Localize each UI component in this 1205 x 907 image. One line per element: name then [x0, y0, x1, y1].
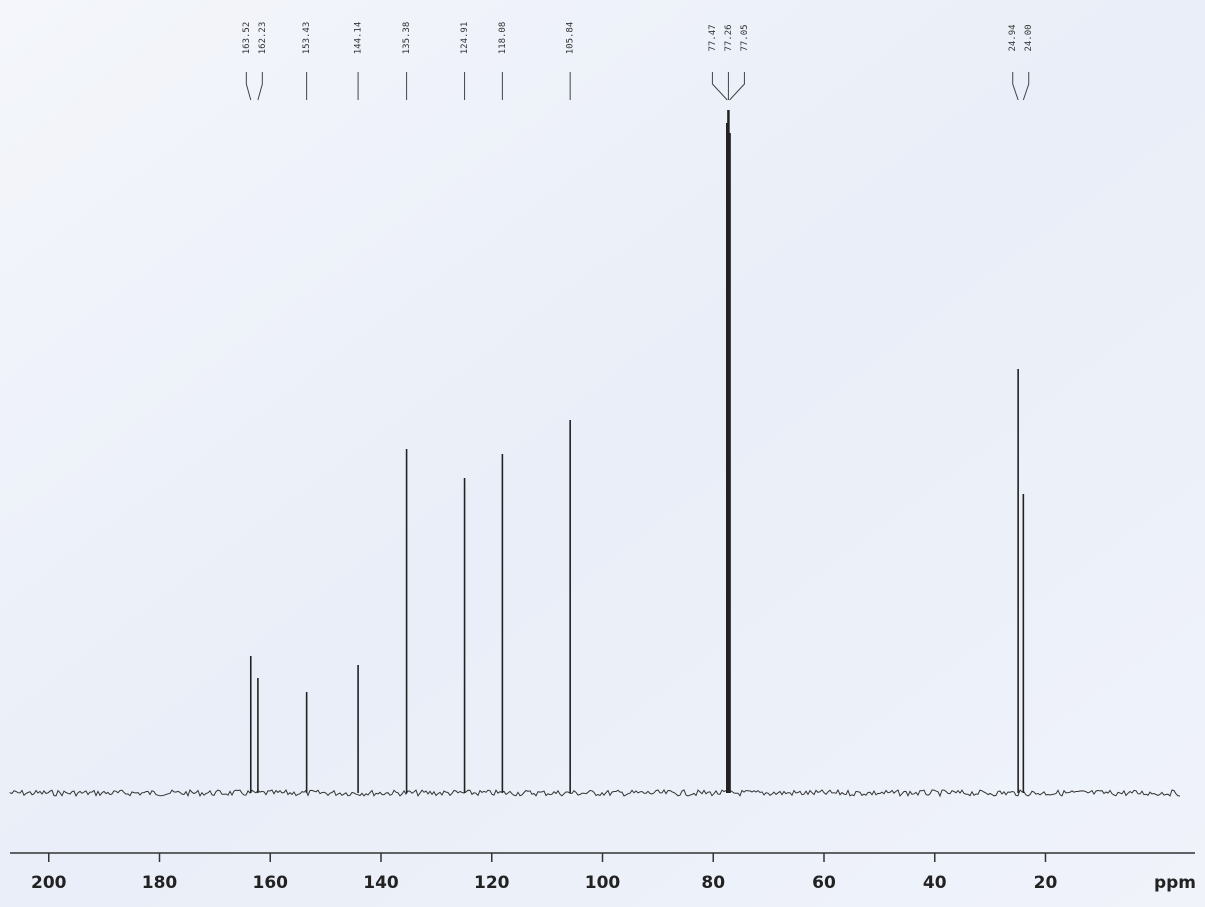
peak-label: 24.94	[1008, 24, 1018, 51]
peak-label-leader	[1022, 72, 1030, 101]
x-tick-label: 20	[1034, 873, 1058, 893]
peak-label: 153.43	[302, 22, 312, 55]
peak-label-leader	[711, 72, 728, 101]
x-axis-label: ppm	[1154, 873, 1196, 893]
x-tick-label: 80	[701, 873, 725, 893]
peak-label: 77.47	[708, 24, 718, 51]
peak-label-leader	[1012, 72, 1019, 101]
x-tick-label: 60	[812, 873, 836, 893]
peak-label: 162.23	[258, 22, 268, 55]
x-tick-label: 180	[142, 873, 178, 893]
x-tick-label: 120	[474, 873, 510, 893]
peak-label: 135.38	[402, 22, 412, 55]
peak-label: 105.84	[566, 22, 576, 55]
peak-label: 24.00	[1024, 24, 1034, 51]
baseline-noise	[9, 789, 1180, 798]
x-tick-label: 140	[363, 873, 399, 893]
peak-label: 144.14	[354, 22, 364, 55]
peak-label-leader	[257, 72, 263, 101]
peak-label: 77.05	[740, 24, 750, 51]
x-tick-label: 200	[31, 873, 67, 893]
x-tick-label: 40	[923, 873, 947, 893]
peak-label: 124.91	[460, 22, 470, 55]
x-tick-label: 100	[585, 873, 621, 893]
peak-label-leader	[245, 72, 252, 101]
x-tick-label: 160	[253, 873, 289, 893]
peak-label: 77.26	[724, 24, 734, 51]
peak-label: 163.52	[242, 22, 252, 55]
peak-label: 118.08	[498, 22, 508, 55]
peak-label-leader	[729, 72, 745, 101]
